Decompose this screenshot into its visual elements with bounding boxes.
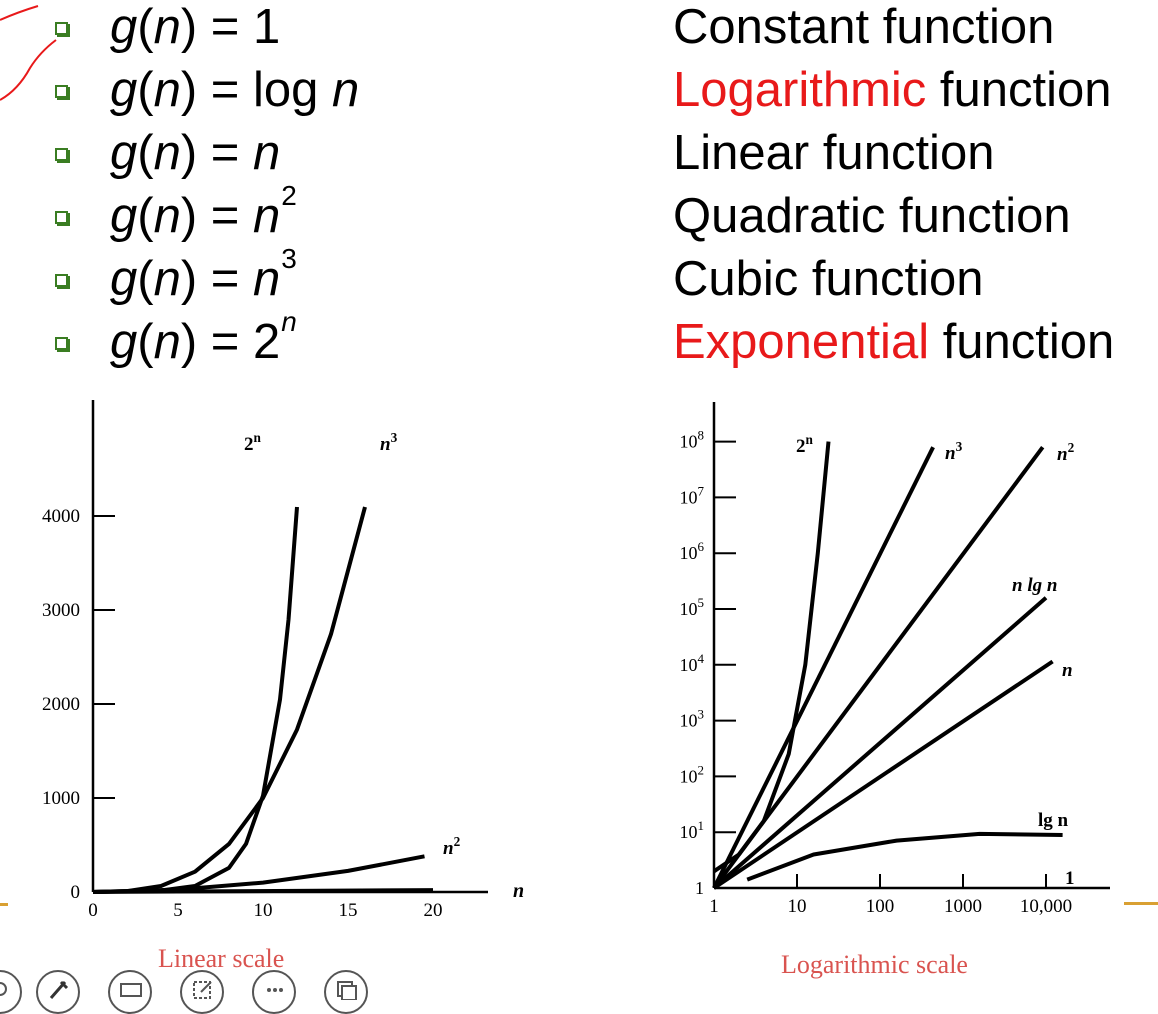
series-line-2n: [712, 441, 831, 873]
series-line-n2: [712, 446, 1045, 890]
function-description: Logarithmic function: [673, 63, 1112, 117]
y-tick-label: 2000: [42, 694, 80, 715]
series-label-nlgn: n lg n: [1012, 575, 1057, 596]
keyboard-button[interactable]: [108, 970, 152, 1014]
y-tick-label: 108: [680, 428, 705, 452]
function-row: g(n) = log n Logarithmic function: [0, 63, 1158, 123]
bullet-icon: [55, 337, 68, 350]
series-line-n: [712, 659, 1054, 890]
pen-button[interactable]: [36, 970, 80, 1014]
edit-icon: [193, 981, 212, 999]
log-scale-caption: Logarithmic scale: [781, 950, 968, 979]
bullet-icon: [55, 274, 68, 287]
linear-scale-chart: 0 1000 2000 3000 4000 0 5 10 15 20 n 2n n3 n2: [42, 400, 524, 921]
series-line-lgn: [746, 831, 1063, 882]
more-button[interactable]: [252, 970, 296, 1014]
linear-scale-caption: Linear scale: [158, 944, 285, 973]
x-tick-label: 10,000: [1020, 896, 1072, 917]
series-line-n3: [712, 446, 935, 889]
series-label-n2: n2: [1057, 440, 1075, 465]
slide-accent-line-left: [0, 903, 8, 906]
function-description: Constant function: [673, 0, 1055, 54]
pointer-icon: [0, 982, 7, 996]
more-icon: [267, 988, 283, 992]
y-tick-label: 0: [71, 882, 81, 903]
y-tick-label: 4000: [42, 506, 80, 527]
bullet-icon: [55, 22, 68, 35]
bullet-icon: [55, 211, 68, 224]
bullet-icon: [55, 85, 68, 98]
series-label-n3: n3: [945, 439, 963, 464]
function-row: g(n) = 1 Constant function: [0, 0, 1158, 60]
series-label-n: n: [1062, 660, 1073, 681]
function-row: g(n) = n Linear function: [0, 126, 1158, 186]
function-description: Linear function: [673, 126, 995, 180]
function-formula: g(n) = 2n: [110, 306, 297, 370]
series-line-n: [92, 888, 434, 894]
x-tick-label: 10: [788, 896, 807, 917]
function-row: g(n) = n2 Quadratic function: [0, 180, 1158, 249]
y-tick-label: 105: [680, 595, 705, 619]
x-tick-label: 0: [88, 900, 98, 921]
function-formula: g(n) = n2: [110, 180, 297, 244]
y-tick-label: 102: [680, 762, 705, 786]
y-tick-label: 107: [680, 483, 705, 507]
y-tick-label: 1: [695, 878, 704, 898]
y-tick-label: 101: [680, 818, 705, 842]
presentation-toolbar: [0, 960, 420, 1014]
function-description: Cubic function: [673, 252, 984, 306]
x-tick-label: 5: [173, 900, 183, 921]
handwritten-checkmarks: [0, 5, 57, 101]
y-tick-label: 103: [680, 707, 705, 731]
function-formula: g(n) = n: [110, 126, 281, 180]
series-line-n3: [92, 506, 367, 894]
pen-icon: [49, 980, 69, 999]
function-description: Exponential function: [673, 315, 1115, 369]
slide-accent-line-right: [1124, 902, 1158, 905]
edit-button[interactable]: [180, 970, 224, 1014]
series-line-n2: [92, 854, 425, 894]
function-row: g(n) = 2n Exponential function: [0, 306, 1158, 375]
series-line-2n: [92, 506, 299, 894]
function-formula: g(n) = n3: [110, 243, 297, 307]
x-axis-label: n: [513, 880, 524, 902]
function-row: g(n) = n3 Cubic function: [0, 243, 1158, 312]
x-tick-label: 1: [709, 896, 719, 917]
slides-button[interactable]: [324, 970, 368, 1014]
y-tick-label: 3000: [42, 600, 80, 621]
bullet-icon: [55, 148, 68, 161]
y-tick-label: 1000: [42, 788, 80, 809]
log-scale-chart: 1 101 102 103 104 105 106 107 108 1 10 100 1000 10,00…: [680, 402, 1110, 917]
x-tick-label: 10: [254, 900, 273, 921]
series-label-n2: n2: [443, 834, 461, 859]
y-tick-label: 104: [680, 651, 705, 675]
y-tick-label: 106: [680, 539, 705, 563]
x-tick-label: 1000: [944, 896, 982, 917]
pointer-button[interactable]: [0, 970, 22, 1014]
series-label-2n: 2n: [244, 430, 262, 455]
series-label-2n: 2n: [796, 432, 814, 457]
function-formula: g(n) = log n: [110, 63, 360, 117]
function-formula: g(n) = 1: [110, 0, 281, 54]
series-label-n3: n3: [380, 430, 398, 455]
keyboard-icon: [120, 983, 142, 997]
x-tick-label: 100: [866, 896, 895, 917]
series-label-1: 1: [1065, 868, 1075, 889]
function-description: Quadratic function: [673, 189, 1071, 243]
x-tick-label: 20: [424, 900, 443, 921]
series-label-lgn: lg n: [1038, 810, 1069, 831]
x-tick-label: 15: [339, 900, 358, 921]
slides-icon: [337, 981, 357, 1000]
series-line-nlgn: [712, 596, 1048, 890]
